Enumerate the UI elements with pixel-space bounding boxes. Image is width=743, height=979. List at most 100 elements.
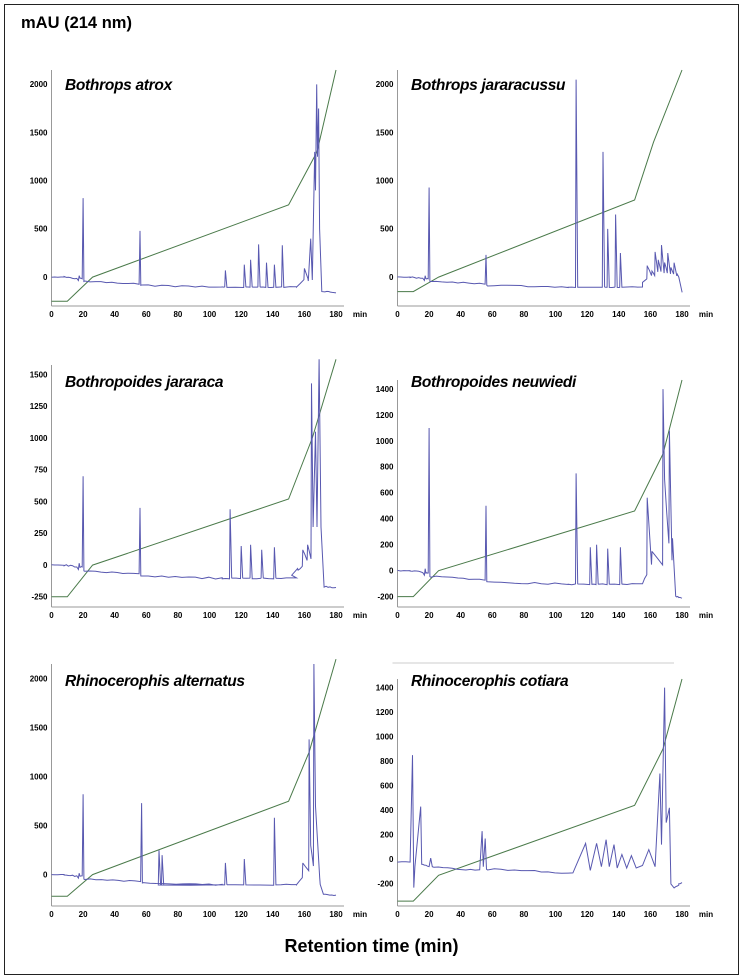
svg-text:1250: 1250 [30,402,48,411]
svg-text:140: 140 [612,310,626,319]
svg-text:-250: -250 [31,593,48,602]
svg-text:0: 0 [43,273,48,282]
svg-text:1000: 1000 [30,773,48,782]
svg-text:500: 500 [34,497,48,506]
svg-text:2000: 2000 [376,80,394,89]
svg-text:160: 160 [644,310,658,319]
svg-text:120: 120 [581,611,595,620]
svg-text:120: 120 [581,310,595,319]
svg-text:600: 600 [380,782,394,791]
svg-text:1400: 1400 [376,683,394,692]
svg-text:100: 100 [203,611,217,620]
svg-text:100: 100 [549,910,563,919]
svg-text:180: 180 [329,611,343,620]
svg-text:60: 60 [488,310,497,319]
svg-text:500: 500 [34,822,48,831]
svg-text:20: 20 [79,310,88,319]
svg-text:120: 120 [235,611,249,620]
svg-text:2000: 2000 [30,80,48,89]
svg-text:160: 160 [644,910,658,919]
svg-text:600: 600 [380,489,394,498]
svg-text:200: 200 [380,541,394,550]
svg-text:140: 140 [612,611,626,620]
svg-text:120: 120 [235,910,249,919]
svg-text:180: 180 [329,910,343,919]
svg-text:0: 0 [389,567,394,576]
svg-text:min: min [699,310,713,319]
svg-text:120: 120 [235,310,249,319]
svg-text:1500: 1500 [30,370,48,379]
svg-text:0: 0 [395,310,400,319]
svg-text:20: 20 [425,910,434,919]
svg-text:60: 60 [142,611,151,620]
svg-text:250: 250 [34,529,48,538]
svg-text:40: 40 [456,310,465,319]
svg-text:80: 80 [173,910,182,919]
svg-text:40: 40 [456,910,465,919]
svg-text:160: 160 [298,310,312,319]
svg-text:0: 0 [389,273,394,282]
svg-text:80: 80 [519,910,528,919]
svg-text:min: min [353,910,367,919]
svg-text:80: 80 [519,611,528,620]
svg-text:0: 0 [49,310,54,319]
svg-text:1000: 1000 [376,437,394,446]
svg-text:100: 100 [203,910,217,919]
svg-text:100: 100 [549,310,563,319]
svg-text:60: 60 [142,310,151,319]
svg-text:140: 140 [266,611,280,620]
svg-text:-200: -200 [377,592,394,601]
svg-text:60: 60 [488,910,497,919]
svg-text:200: 200 [380,831,394,840]
svg-text:min: min [353,611,367,620]
svg-text:40: 40 [456,611,465,620]
svg-text:1000: 1000 [30,177,48,186]
svg-text:140: 140 [266,910,280,919]
svg-text:800: 800 [380,757,394,766]
svg-text:160: 160 [644,611,658,620]
svg-text:1200: 1200 [376,411,394,420]
svg-text:0: 0 [43,870,48,879]
svg-text:60: 60 [488,611,497,620]
svg-text:180: 180 [675,910,689,919]
svg-text:40: 40 [110,910,119,919]
svg-text:500: 500 [380,225,394,234]
svg-text:20: 20 [79,611,88,620]
svg-text:140: 140 [612,910,626,919]
svg-text:0: 0 [49,910,54,919]
svg-text:1200: 1200 [376,708,394,717]
svg-text:120: 120 [581,910,595,919]
svg-text:750: 750 [34,466,48,475]
svg-text:160: 160 [298,611,312,620]
svg-text:800: 800 [380,463,394,472]
svg-text:1000: 1000 [376,177,394,186]
svg-text:100: 100 [203,310,217,319]
svg-text:1500: 1500 [30,724,48,733]
svg-text:80: 80 [519,310,528,319]
svg-text:140: 140 [266,310,280,319]
svg-text:min: min [699,910,713,919]
svg-text:80: 80 [173,310,182,319]
svg-text:400: 400 [380,806,394,815]
svg-text:180: 180 [675,611,689,620]
svg-text:40: 40 [110,611,119,620]
svg-text:40: 40 [110,310,119,319]
svg-text:min: min [353,310,367,319]
svg-text:60: 60 [142,910,151,919]
svg-text:0: 0 [43,561,48,570]
svg-text:min: min [699,611,713,620]
svg-text:500: 500 [34,225,48,234]
svg-text:1000: 1000 [376,733,394,742]
svg-text:-200: -200 [377,880,394,889]
svg-text:0: 0 [49,611,54,620]
svg-text:20: 20 [79,910,88,919]
svg-text:0: 0 [395,611,400,620]
svg-text:2000: 2000 [30,675,48,684]
svg-text:0: 0 [395,910,400,919]
svg-text:80: 80 [173,611,182,620]
svg-text:180: 180 [329,310,343,319]
svg-text:20: 20 [425,310,434,319]
svg-text:1000: 1000 [30,434,48,443]
svg-text:1400: 1400 [376,385,394,394]
svg-text:1500: 1500 [376,128,394,137]
